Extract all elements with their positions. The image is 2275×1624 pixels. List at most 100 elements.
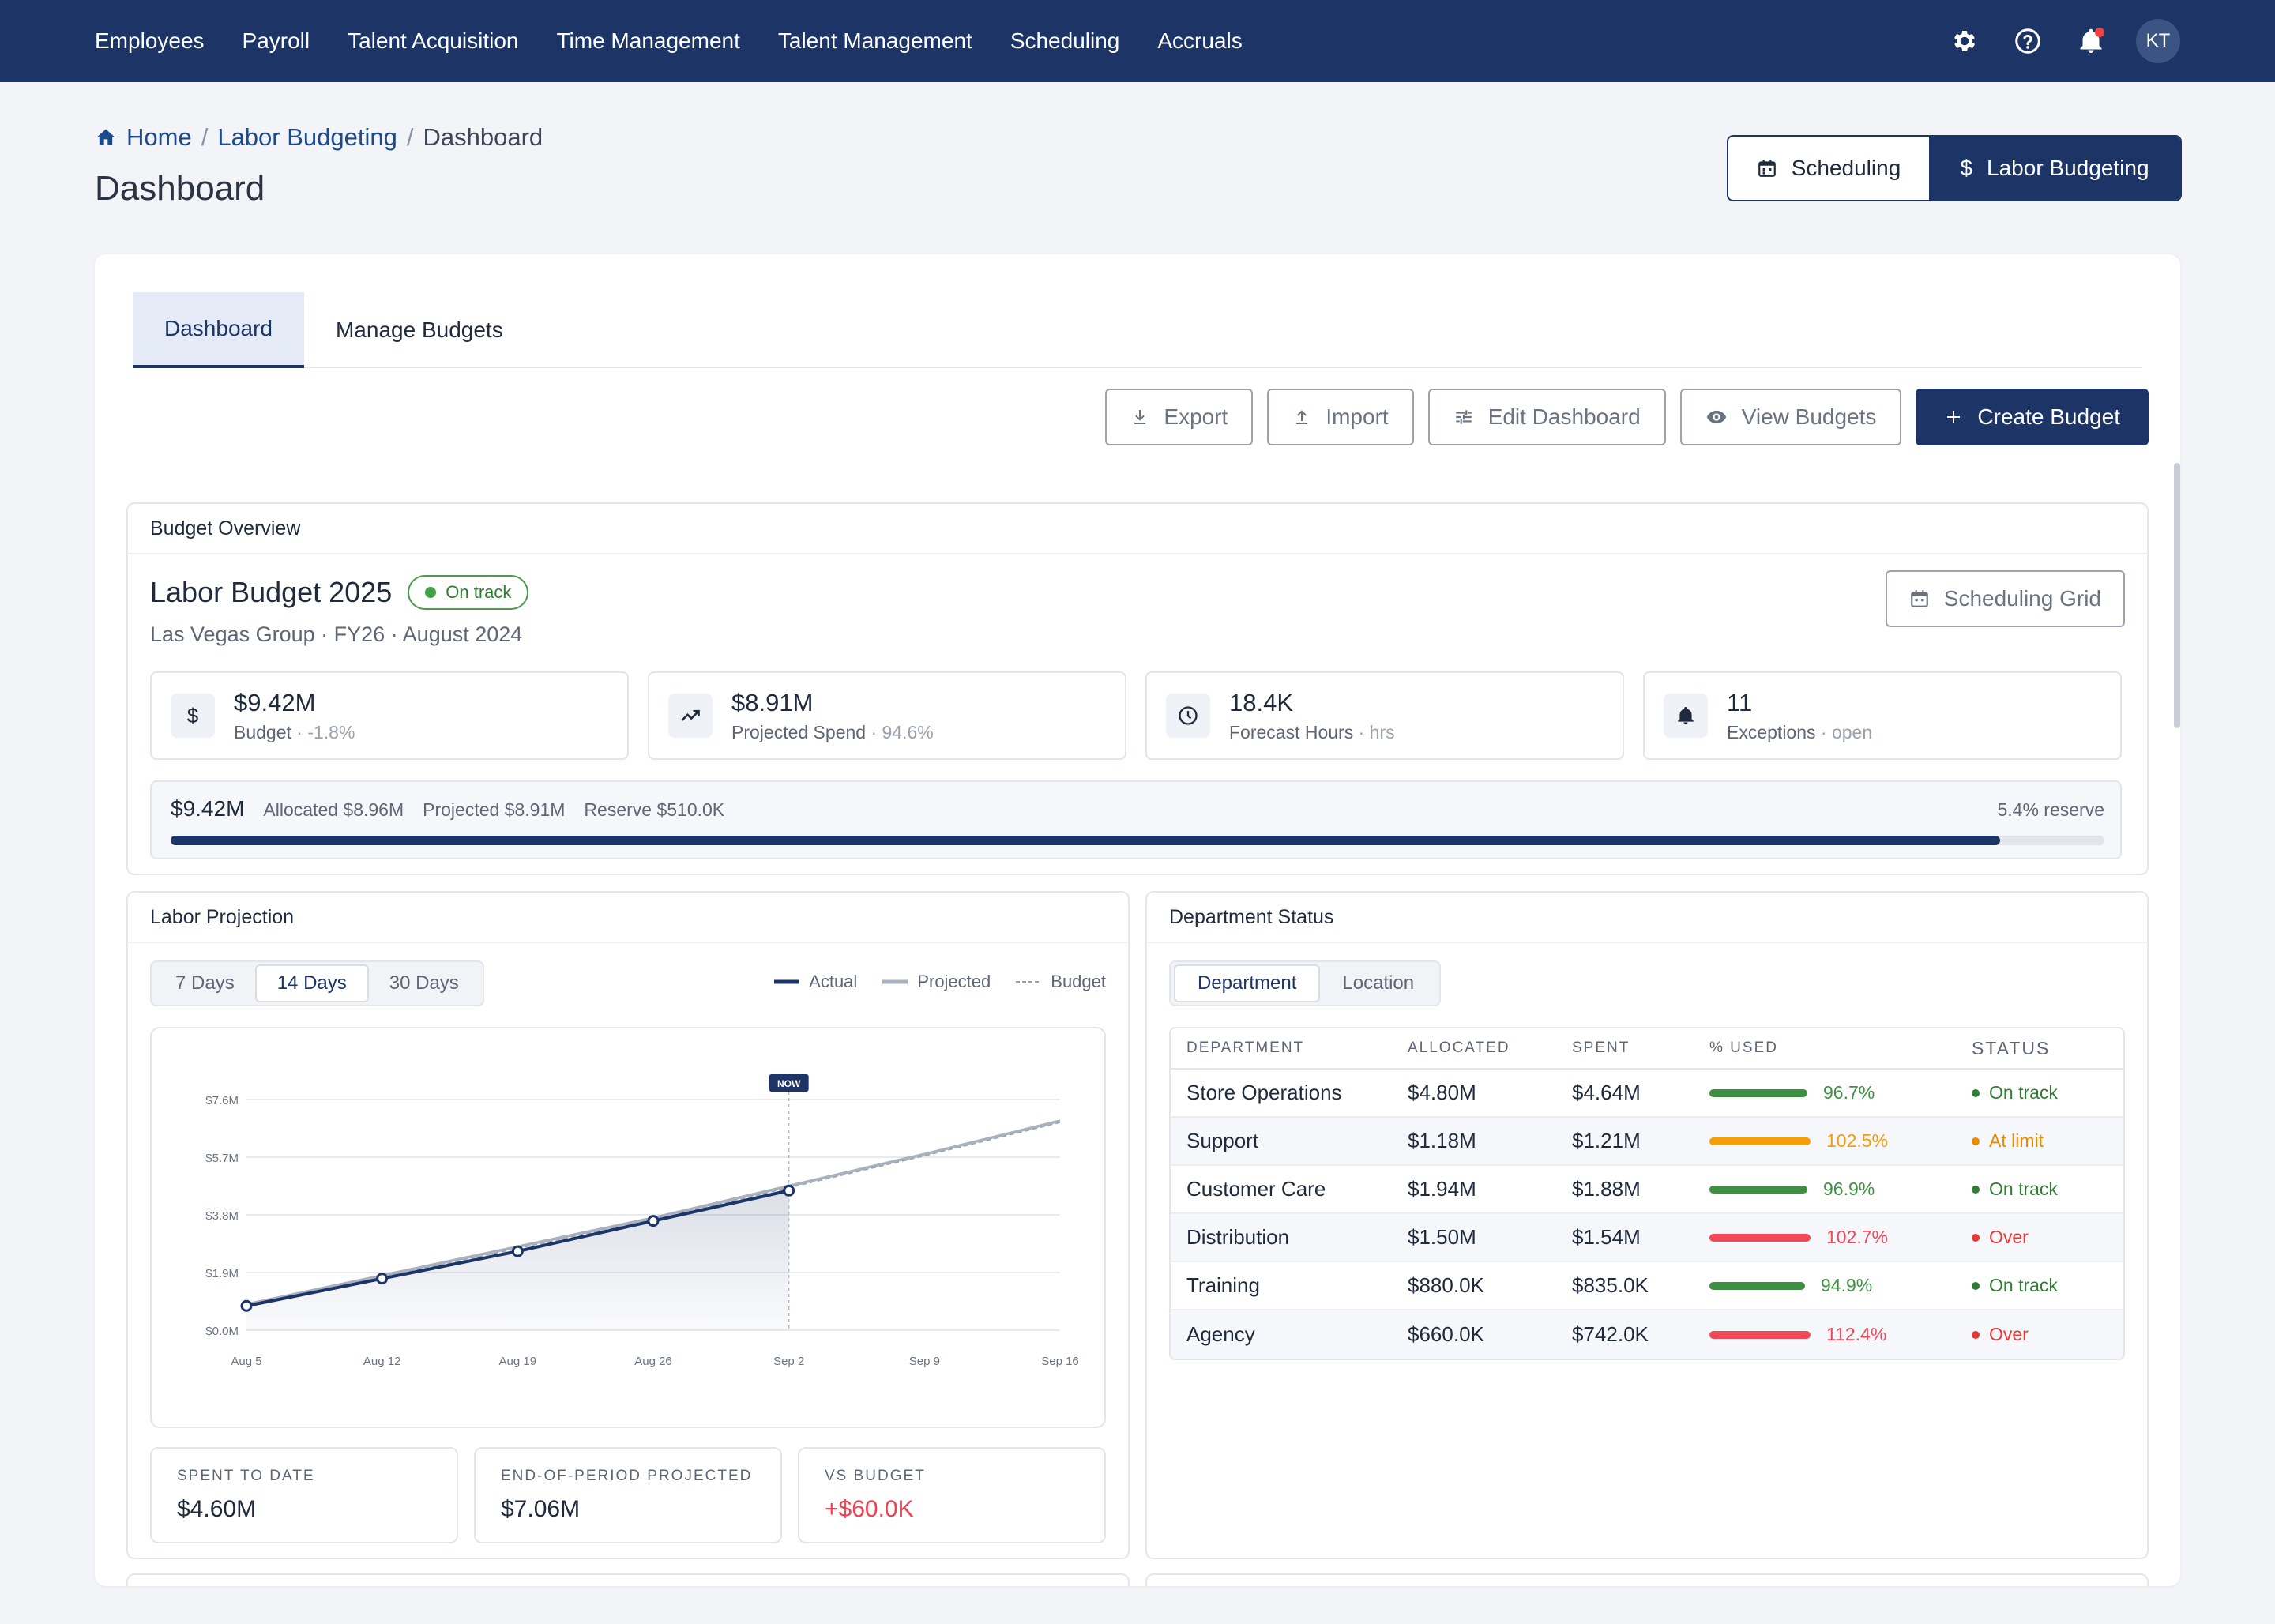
calendar-icon [1758,160,1776,177]
top-navigation: Employees Payroll Talent Acquisition Tim… [0,0,2275,82]
cell-pct-used: 102.7% [1709,1227,1972,1248]
status-badge-label: On track [446,582,512,602]
table-row[interactable]: Customer Care $1.94M $1.88M 96.9% On track [1171,1166,2123,1214]
cell-allocated: $1.50M [1408,1225,1476,1249]
lower-panel-stub [1145,1573,2149,1586]
usage-pct: 102.5% [1826,1130,1889,1151]
breadcrumb-labor-budgeting-link[interactable]: Labor Budgeting [217,123,397,151]
scheduling-mode-button[interactable]: Scheduling [1728,137,1929,200]
range-14-days[interactable]: 14 Days [254,964,369,1002]
cell-department: Customer Care [1186,1177,1326,1201]
status-badge: On track [408,575,529,610]
cell-allocated: $4.80M [1408,1081,1476,1104]
kpi-card-exceptions: 11 Exceptions · open [1643,671,2122,760]
scheduling-grid-button[interactable]: Scheduling Grid [1885,570,2125,627]
nav-item-talent-acquisition[interactable]: Talent Acquisition [348,28,519,53]
usage-bar [1709,1088,1807,1097]
breadcrumb-home-link[interactable]: Home [126,123,192,151]
lower-panel-stub [126,1573,1130,1586]
table-row[interactable]: Support $1.18M $1.21M 102.5% At limit [1171,1118,2123,1166]
labor-budgeting-mode-button[interactable]: $ Labor Budgeting [1929,137,2180,200]
table-row[interactable]: Distribution $1.50M $1.54M 102.7% Over [1171,1214,2123,1262]
kpi-sub: · hrs [1353,721,1395,742]
range-selector: 7 Days 14 Days 30 Days [150,960,484,1006]
usage-pct: 94.9% [1821,1275,1873,1295]
cell-department: Store Operations [1186,1081,1342,1104]
stat-spent-to-date: SPENT TO DATE $4.60M [150,1447,458,1543]
data-point-actual [647,1215,660,1227]
kpi-card-forecast-hours: 18.4K Forecast Hours · hrs [1145,671,1624,760]
y-tick-label: $3.8M [205,1209,239,1223]
usage-pct: 102.7% [1826,1227,1889,1247]
now-marker [769,1074,809,1092]
view-budgets-button[interactable]: View Budgets [1679,389,1902,445]
bell-icon[interactable] [2073,23,2109,59]
x-tick-label: Aug 19 [499,1355,537,1368]
usage-pct: 112.4% [1826,1324,1887,1344]
header-pct-used[interactable]: % USED [1709,1039,1778,1056]
table-row[interactable]: Training $880.0K $835.0K 94.9% On track [1171,1262,2123,1310]
cell-pct-used: 96.7% [1709,1082,1972,1103]
nav-item-accruals[interactable]: Accruals [1157,28,1243,53]
kpi-value: $8.91M [731,688,814,716]
data-point-actual [511,1245,524,1257]
table-row[interactable]: Agency $660.0K $742.0K 112.4% Over [1171,1310,2123,1359]
legend-actual-label: Actual [809,972,858,991]
kpi-card-projected-spend: $8.91M Projected Spend · 94.6% [648,671,1126,760]
download-icon [1134,410,1146,424]
edit-dashboard-button[interactable]: Edit Dashboard [1427,389,1666,445]
x-tick-label: Aug 12 [363,1355,401,1368]
kpi-sub: · open [1815,721,1873,742]
tab-dashboard[interactable]: Dashboard [133,292,304,368]
status-dot [1972,1281,1980,1290]
status-dot [1972,1330,1980,1339]
upload-icon [1296,410,1308,424]
stat-value: +$60.0K [825,1496,914,1522]
nav-item-payroll[interactable]: Payroll [242,28,310,53]
main-card: Dashboard Manage Budgets Export Import E… [95,254,2180,1586]
table-body: Store Operations $4.80M $4.64M 96.7% On trac… [1171,1070,2123,1359]
labor-projection-title: Labor Projection [128,893,1128,943]
cell-spent: $4.64M [1572,1081,1641,1104]
header-department[interactable]: DEPARTMENT [1186,1039,1305,1056]
cell-status: Over [1972,1227,2123,1248]
cell-department: Training [1186,1273,1260,1297]
sliders-icon [1455,410,1472,424]
range-30-days[interactable]: 30 Days [389,972,459,994]
tab-manage-budgets[interactable]: Manage Budgets [335,318,503,342]
gear-icon[interactable] [1946,23,1983,59]
header-allocated[interactable]: ALLOCATED [1408,1039,1510,1056]
nav-item-employees[interactable]: Employees [95,28,205,53]
scrollbar[interactable] [2174,463,2180,728]
avatar[interactable]: KT [2136,19,2180,63]
export-button[interactable]: Export [1105,389,1254,445]
header-spent[interactable]: SPENT [1572,1039,1630,1056]
x-tick-label: Aug 26 [634,1355,672,1368]
toggle-location[interactable]: Location [1342,972,1415,994]
dollar-icon: $ [171,694,215,738]
allocation-summary: $9.42M Allocated $8.96M Projected $8.91M… [150,780,2122,859]
create-budget-button[interactable]: Create Budget [1916,389,2149,445]
allocation-progress-track [171,836,2104,845]
status-dot [1972,1185,1980,1194]
calendar-icon [1910,590,1928,607]
cell-status: Over [1972,1324,2123,1345]
allocation-reserve-pct: 5.4% reserve [1997,799,2104,820]
status-label: Over [1989,1324,2029,1344]
header-status[interactable]: STATUS [1972,1037,2051,1058]
range-7-days[interactable]: 7 Days [175,972,235,994]
help-icon[interactable] [2010,23,2046,59]
nav-item-time-management[interactable]: Time Management [556,28,740,53]
budget-overview-panel: Budget Overview Labor Budget 2025 On tra… [126,502,2149,875]
bell-icon [1664,694,1708,738]
usage-pct: 96.9% [1823,1179,1875,1199]
toggle-department[interactable]: Department [1174,964,1321,1002]
cell-status: At limit [1972,1130,2123,1152]
clock-icon [1166,694,1210,738]
table-row[interactable]: Store Operations $4.80M $4.64M 96.7% On trac… [1171,1070,2123,1118]
kpi-label: Projected Spend [731,721,867,742]
import-button[interactable]: Import [1267,389,1414,445]
nav-item-talent-management[interactable]: Talent Management [777,28,972,53]
nav-item-scheduling[interactable]: Scheduling [1010,28,1120,53]
allocation-allocated: Allocated $8.96M [263,799,404,820]
